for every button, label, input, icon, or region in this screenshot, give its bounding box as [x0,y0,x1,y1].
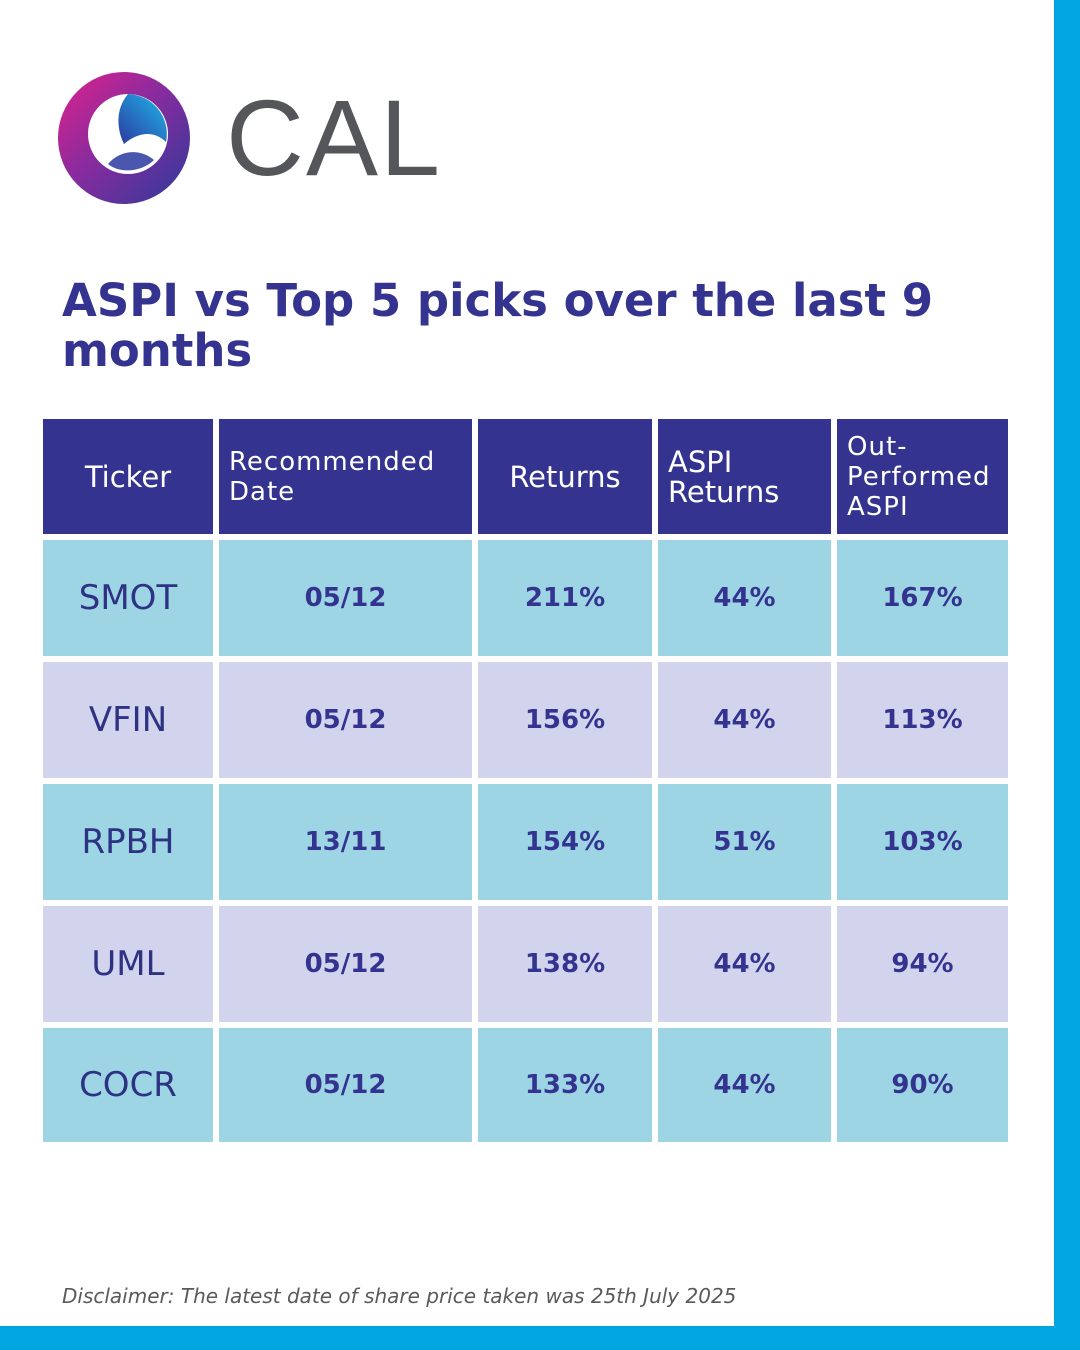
row-1-ticker: SMOT [40,537,216,659]
row-2-aspi-returns: 44% [655,659,834,781]
right-accent-border [1054,0,1080,1350]
row-1-outperformed: 167% [834,537,1011,659]
row-5-aspi-returns: 44% [655,1025,834,1145]
row-1-date: 05/12 [216,537,475,659]
row-4-outperformed: 94% [834,903,1011,1025]
row-1-aspi-returns: 44% [655,537,834,659]
row-4-date: 05/12 [216,903,475,1025]
row-2-returns: 156% [475,659,655,781]
row-5-outperformed: 90% [834,1025,1011,1145]
disclaimer-note: Disclaimer: The latest date of share pri… [62,1284,737,1308]
row-1-returns: 211% [475,537,655,659]
row-3-aspi-returns: 51% [655,781,834,903]
picks-table: Ticker Recommended Date Returns ASPI Ret… [40,416,1011,1145]
row-5-returns: 133% [475,1025,655,1145]
row-4-aspi-returns: 44% [655,903,834,1025]
header-returns: Returns [475,416,655,537]
cal-logo-icon [58,72,190,204]
header-ticker: Ticker [40,416,216,537]
row-5-ticker: COCR [40,1025,216,1145]
bottom-accent-border [0,1326,1080,1350]
row-2-outperformed: 113% [834,659,1011,781]
row-3-date: 13/11 [216,781,475,903]
row-4-ticker: UML [40,903,216,1025]
header-out-performed-aspi: Out-Performed ASPI [834,416,1011,537]
row-3-ticker: RPBH [40,781,216,903]
row-2-ticker: VFIN [40,659,216,781]
row-3-returns: 154% [475,781,655,903]
brand-name: CAL [226,77,443,198]
header-aspi-returns: ASPI Returns [655,416,834,537]
row-4-returns: 138% [475,903,655,1025]
row-3-outperformed: 103% [834,781,1011,903]
row-5-date: 05/12 [216,1025,475,1145]
brand-logo: CAL [58,72,440,206]
row-2-date: 05/12 [216,659,475,781]
page-title: ASPI vs Top 5 picks over the last 9 mont… [62,274,934,377]
header-recommended-date: Recommended Date [216,416,475,537]
